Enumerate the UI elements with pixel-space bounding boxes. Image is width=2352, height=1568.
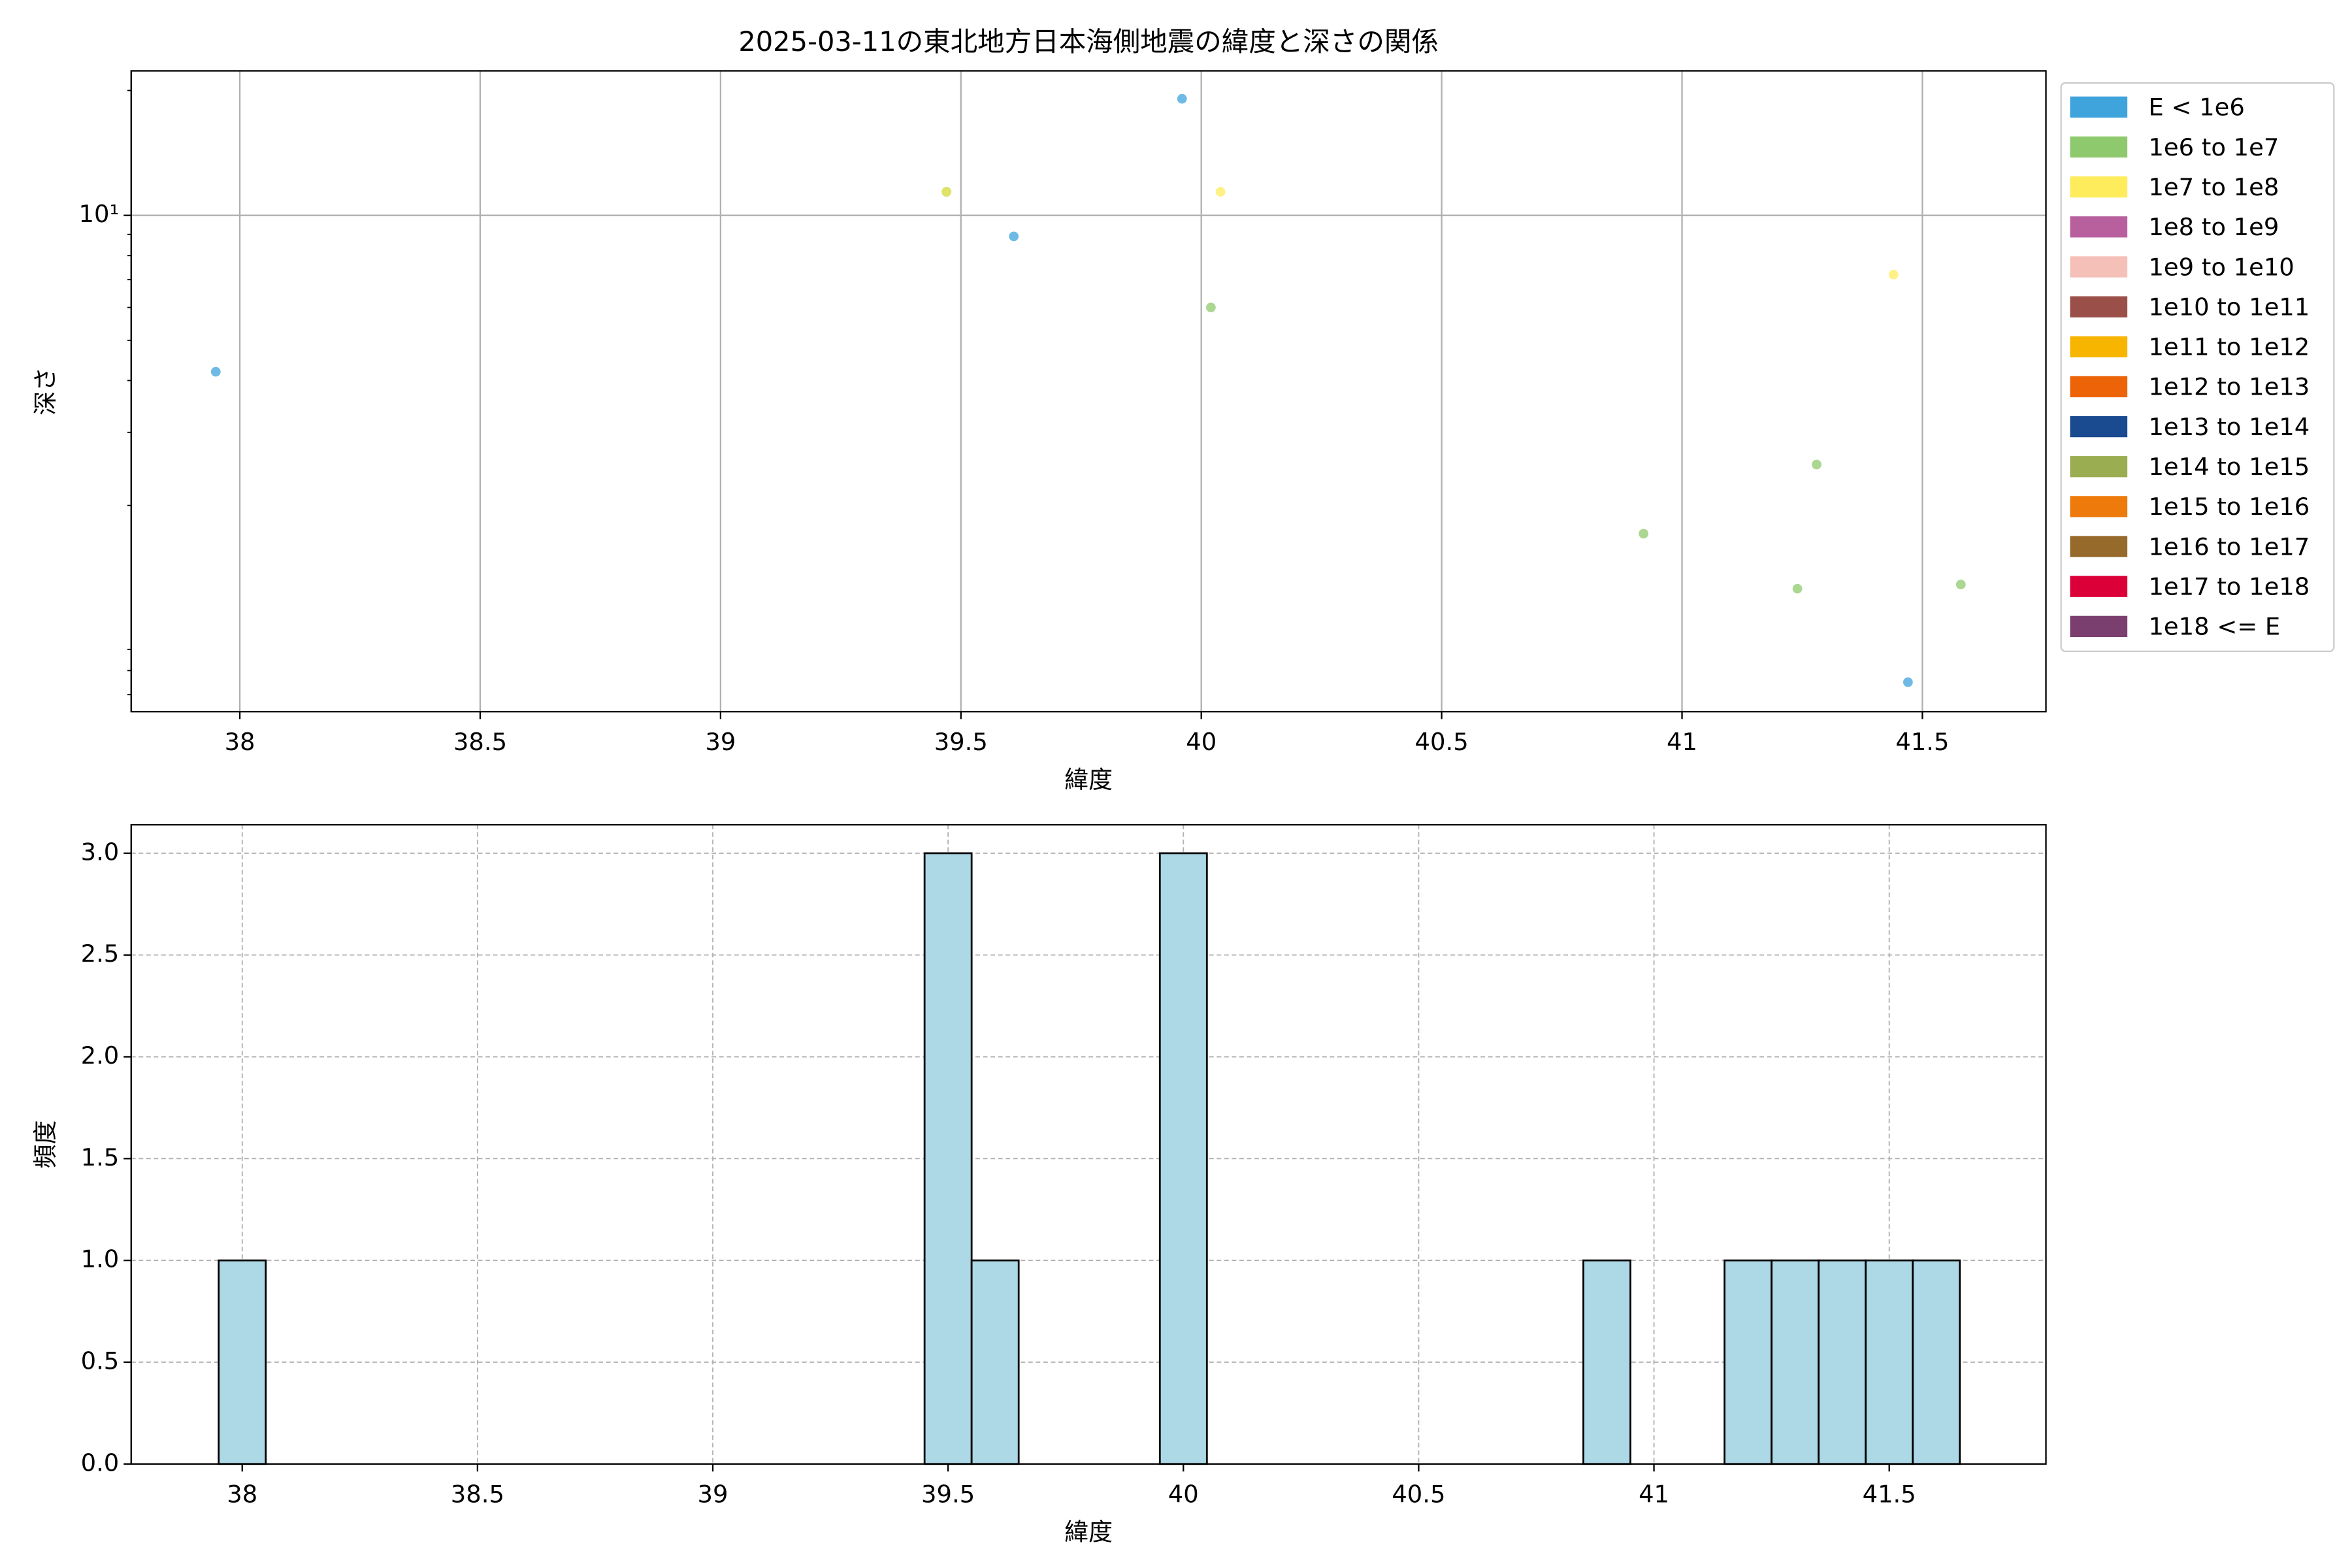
legend-swatch (2070, 416, 2128, 438)
legend-label: 1e6 to 1e7 (2148, 133, 2279, 161)
legend-swatch (2070, 496, 2128, 517)
x-tick-label: 39.5 (921, 1480, 975, 1509)
legend-swatch (2070, 536, 2128, 557)
bar (1865, 1259, 1914, 1465)
legend-swatch (2070, 136, 2128, 158)
legend-swatch (2070, 576, 2128, 597)
legend-label: 1e10 to 1e11 (2148, 293, 2310, 321)
point (1888, 269, 1899, 280)
legend-swatch (2070, 336, 2128, 357)
x-tick-label: 41 (1667, 728, 1697, 756)
point (1812, 459, 1821, 470)
legend-label: 1e11 to 1e12 (2148, 333, 2310, 361)
legend-label: 1e9 to 1e10 (2148, 253, 2294, 281)
legend-swatch (2070, 96, 2128, 118)
x-tick-label: 40 (1186, 728, 1217, 756)
point (1792, 583, 1803, 594)
y-axis-label: 頻度 (31, 1120, 59, 1169)
bar (1771, 1259, 1820, 1465)
x-tick-label: 41.5 (1863, 1480, 1916, 1509)
bar (1912, 1259, 1961, 1465)
point (1177, 93, 1187, 104)
x-tick-label: 40 (1168, 1480, 1199, 1509)
y-tick-label: 1.5 (81, 1143, 120, 1171)
x-tick-label: 39 (698, 1480, 728, 1509)
x-axis-label: 緯度 (1064, 1518, 1113, 1546)
x-tick-label: 39 (705, 728, 736, 756)
legend-label: E < 1e6 (2148, 93, 2244, 122)
x-tick-label: 39.5 (934, 728, 988, 756)
legend-swatch (2070, 176, 2128, 198)
legend-swatch (2070, 615, 2128, 637)
point (1215, 187, 1226, 197)
x-tick-label: 38.5 (451, 1480, 504, 1509)
y-tick-label: 10¹ (79, 200, 120, 228)
bar (1158, 852, 1208, 1465)
legend-swatch (2070, 376, 2128, 398)
x-tick-label: 40.5 (1392, 1480, 1445, 1509)
chart-title: 2025-03-11の東北地方日本海側地震の緯度と深さの関係 (738, 25, 1439, 57)
x-tick-label: 40.5 (1415, 728, 1469, 756)
point (1009, 231, 1019, 242)
x-tick-label: 38.5 (453, 728, 507, 756)
y-tick-label: 1.0 (81, 1245, 120, 1273)
legend-box (2060, 82, 2335, 653)
x-tick-label: 38 (225, 728, 255, 756)
y-tick-label: 0.5 (81, 1347, 120, 1375)
legend-label: 1e17 to 1e18 (2148, 573, 2310, 601)
legend-label: 1e12 to 1e13 (2148, 373, 2310, 401)
x-tick-label: 38 (227, 1480, 257, 1509)
point (210, 367, 221, 377)
point (1639, 529, 1649, 539)
legend-label: 1e15 to 1e16 (2148, 493, 2310, 521)
x-tick-label: 41 (1639, 1480, 1669, 1509)
point (1206, 302, 1216, 312)
legend-swatch (2070, 256, 2128, 278)
bar (1582, 1259, 1631, 1465)
x-tick-label: 41.5 (1895, 728, 1949, 756)
y-axis-label: 深さ (31, 367, 59, 416)
bar (970, 1259, 1020, 1465)
legend-label: 1e14 to 1e15 (2148, 453, 2310, 481)
legend-swatch (2070, 456, 2128, 478)
legend-label: 1e7 to 1e8 (2148, 173, 2279, 201)
plot-frame (130, 70, 2047, 713)
legend-label: 1e16 to 1e17 (2148, 532, 2310, 561)
legend-label: 1e8 to 1e9 (2148, 213, 2279, 241)
bar (218, 1259, 267, 1465)
point (941, 187, 952, 197)
plot-frame (130, 824, 2047, 1465)
legend-label: 1e18 <= E (2148, 613, 2280, 641)
y-tick-label: 0.0 (81, 1448, 120, 1477)
x-axis-label: 緯度 (1064, 766, 1113, 794)
bar (1818, 1259, 1867, 1465)
point (1955, 580, 1966, 589)
y-tick-label: 3.0 (81, 838, 120, 866)
y-tick-label: 2.5 (81, 939, 120, 968)
point (1903, 677, 1913, 687)
legend-swatch (2070, 296, 2128, 318)
legend-label: 1e13 to 1e14 (2148, 413, 2310, 441)
bar (1723, 1259, 1773, 1465)
bar (923, 852, 973, 1465)
legend-swatch (2070, 216, 2128, 238)
y-tick-label: 2.0 (81, 1041, 120, 1070)
